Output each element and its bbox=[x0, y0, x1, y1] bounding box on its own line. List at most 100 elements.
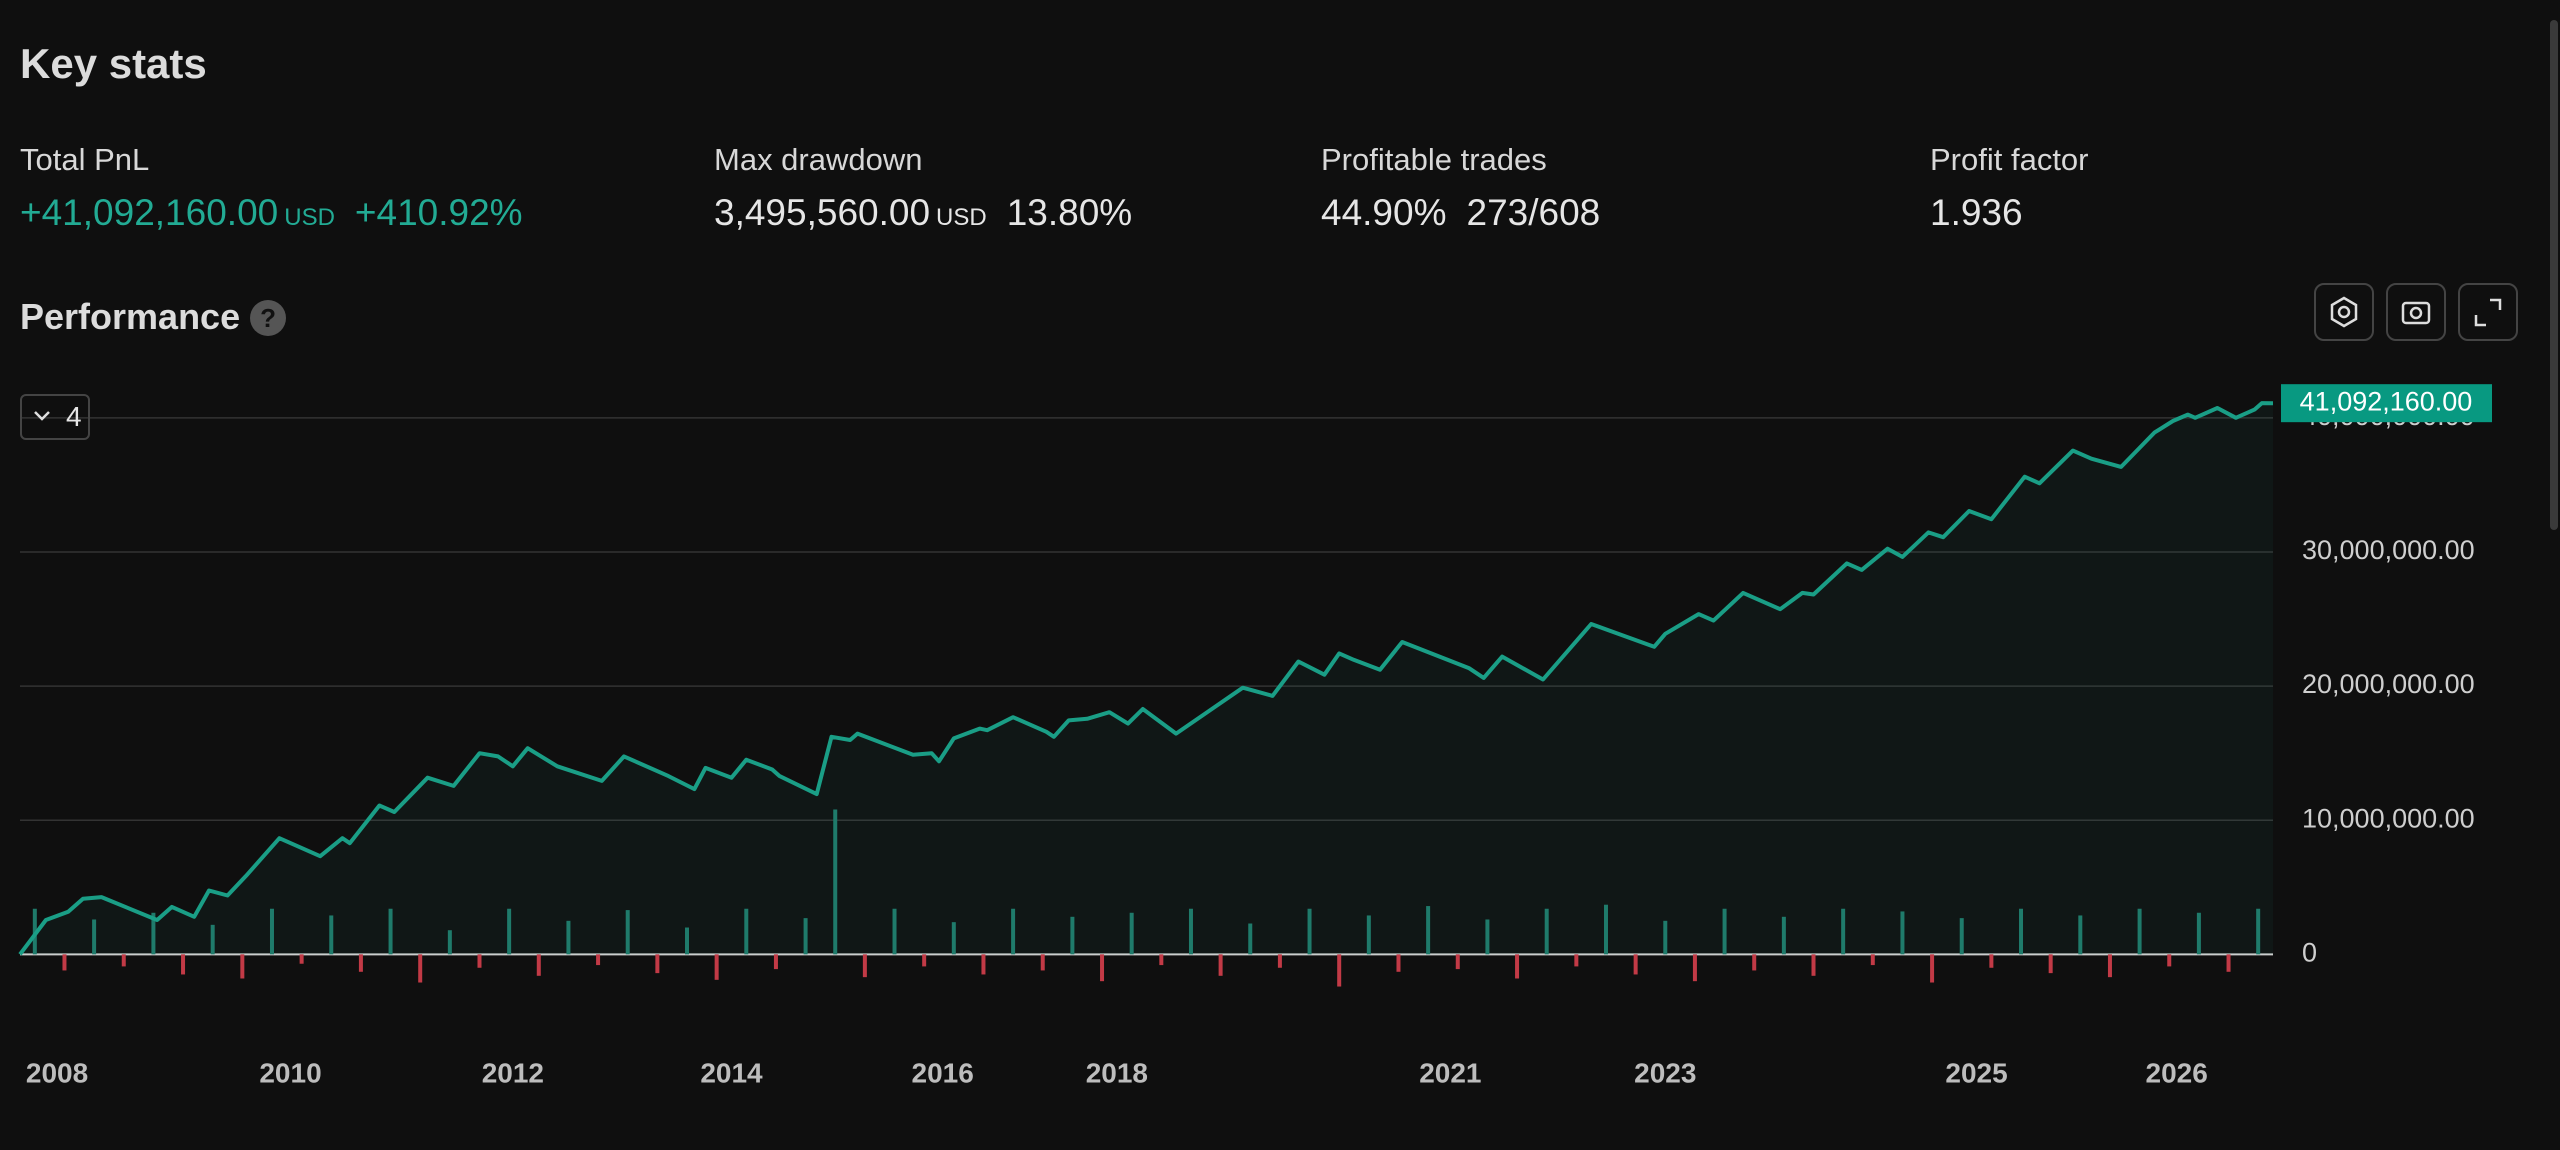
trade-bar bbox=[477, 954, 482, 968]
trade-bar bbox=[1930, 954, 1935, 983]
trade-bar bbox=[1989, 954, 1994, 968]
trade-bar bbox=[210, 924, 215, 955]
trade-bar bbox=[358, 954, 363, 972]
trade-bar bbox=[2078, 915, 2083, 955]
trade-bar bbox=[1574, 954, 1579, 967]
trade-bar bbox=[625, 910, 630, 955]
trade-bar bbox=[151, 912, 156, 955]
trade-bar bbox=[1307, 908, 1312, 955]
trade-bar bbox=[329, 915, 334, 955]
stat-label: Total PnL bbox=[20, 142, 150, 177]
trade-bar bbox=[1752, 954, 1757, 971]
stat-extra: 273/608 bbox=[1466, 192, 1601, 233]
trade-bar bbox=[1485, 919, 1490, 955]
expand-icon bbox=[2474, 298, 2502, 327]
performance-label: Performance bbox=[20, 296, 241, 337]
stat-value-group: +41,092,160.00 USD +410.92% bbox=[20, 192, 523, 234]
trade-bar bbox=[596, 954, 601, 966]
trade-bar bbox=[181, 954, 186, 975]
stat-label: Max drawdown bbox=[714, 142, 923, 177]
trade-bar bbox=[1663, 920, 1668, 955]
stat-value: +41,092,160.00 bbox=[20, 192, 279, 233]
stat-unit: USD bbox=[284, 204, 335, 231]
trade-bar bbox=[92, 919, 97, 955]
trade-bar bbox=[1396, 954, 1401, 972]
trade-bar bbox=[2196, 912, 2201, 955]
trade-bar bbox=[1455, 954, 1460, 970]
stat-label: Profit factor bbox=[1930, 142, 2089, 177]
trade-bar bbox=[1603, 904, 1608, 955]
snapshot-button[interactable] bbox=[2386, 283, 2446, 341]
trade-bar bbox=[1515, 954, 1520, 979]
x-tick-label: 2025 bbox=[1945, 1057, 2007, 1088]
trade-bar bbox=[714, 954, 719, 980]
series-toggle[interactable]: 4 bbox=[20, 394, 90, 440]
trade-bar bbox=[121, 954, 126, 967]
trade-bar bbox=[1959, 918, 1964, 955]
stat-extra: +410.92% bbox=[354, 192, 523, 233]
trade-bar bbox=[240, 954, 245, 979]
equity-area bbox=[20, 403, 2273, 955]
trade-bar bbox=[1841, 908, 1846, 955]
trade-bar bbox=[1870, 954, 1875, 966]
trade-bar bbox=[1277, 954, 1282, 968]
trade-bar bbox=[1218, 954, 1223, 976]
trade-bar bbox=[655, 954, 660, 974]
trade-bar bbox=[1366, 915, 1371, 955]
trade-bar bbox=[62, 954, 67, 971]
trade-bar bbox=[2048, 954, 2053, 974]
trade-bar bbox=[773, 954, 778, 970]
performance-title: Performance? bbox=[20, 296, 287, 338]
trade-bar bbox=[388, 908, 393, 955]
trade-bar bbox=[269, 908, 274, 955]
trade-bar bbox=[1159, 954, 1164, 966]
trade-bar bbox=[1248, 923, 1253, 955]
trade-bar bbox=[1426, 906, 1431, 955]
trade-bar bbox=[2226, 954, 2231, 972]
stat-unit: USD bbox=[936, 204, 987, 231]
trade-bar bbox=[1129, 912, 1134, 955]
trade-bar bbox=[981, 954, 986, 975]
camera-icon bbox=[2401, 301, 2431, 325]
y-tick-label: 0 bbox=[2302, 937, 2317, 967]
scrollbar[interactable] bbox=[2550, 20, 2558, 530]
x-tick-label: 2016 bbox=[912, 1057, 974, 1088]
trade-bar bbox=[1337, 954, 1342, 987]
y-tick-label: 20,000,000.00 bbox=[2302, 669, 2475, 699]
x-tick-label: 2021 bbox=[1419, 1057, 1481, 1088]
trade-bar bbox=[418, 954, 423, 983]
trade-bar bbox=[1040, 954, 1045, 971]
trade-bar bbox=[833, 809, 838, 955]
x-tick-label: 2018 bbox=[1086, 1057, 1148, 1088]
settings-button[interactable] bbox=[2314, 283, 2374, 341]
stat-value-group: 1.936 bbox=[1930, 192, 2023, 234]
trade-bar bbox=[536, 954, 541, 976]
settings-icon bbox=[2330, 296, 2358, 328]
trade-bar bbox=[1100, 954, 1105, 982]
y-tick-label: 30,000,000.00 bbox=[2302, 535, 2475, 565]
trade-bar bbox=[892, 908, 897, 955]
x-tick-label: 2010 bbox=[259, 1057, 321, 1088]
fullscreen-button[interactable] bbox=[2458, 283, 2518, 341]
trade-bar bbox=[685, 927, 690, 955]
trade-bar bbox=[1781, 916, 1786, 955]
trade-bar bbox=[1900, 911, 1905, 955]
trade-bar bbox=[2019, 908, 2024, 955]
trade-bar bbox=[1722, 908, 1727, 955]
end-label: 41,092,160.00 bbox=[2300, 386, 2473, 416]
help-icon[interactable]: ? bbox=[250, 300, 287, 336]
stat-value: 44.90% bbox=[1321, 192, 1447, 233]
trade-bar bbox=[1692, 954, 1697, 982]
x-tick-label: 2014 bbox=[700, 1057, 763, 1088]
x-tick-label: 2012 bbox=[482, 1057, 544, 1088]
trade-bar bbox=[1188, 908, 1193, 955]
end-label-box bbox=[2281, 384, 2492, 423]
trade-bar bbox=[744, 908, 749, 955]
trade-bar bbox=[862, 954, 867, 978]
trade-bar bbox=[2256, 908, 2261, 955]
trade-bar bbox=[2137, 908, 2142, 955]
trade-bar bbox=[1070, 916, 1075, 955]
trade-bar bbox=[951, 922, 956, 955]
